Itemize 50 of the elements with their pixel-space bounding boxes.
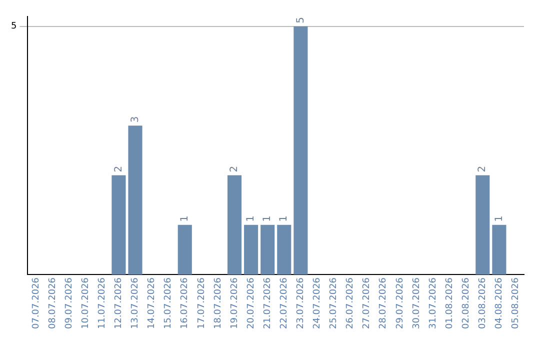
data-label: 1 — [278, 215, 290, 222]
x-tick-label: 17.07.2026 — [196, 277, 207, 329]
x-tick-label: 21.07.2026 — [262, 277, 273, 329]
data-label: 1 — [246, 215, 257, 222]
bar — [476, 175, 490, 274]
x-tick-label: 27.07.2026 — [362, 277, 372, 329]
x-tick-label: 02.08.2026 — [461, 277, 472, 329]
x-tick-label: 04.08.2026 — [494, 277, 505, 329]
x-tick-label: 05.08.2026 — [511, 277, 522, 329]
bar — [277, 224, 292, 274]
bar — [492, 224, 506, 274]
x-tick-label: 29.07.2026 — [395, 277, 406, 329]
x-tick-label: 14.07.2026 — [147, 277, 158, 329]
bar — [294, 26, 308, 274]
x-tick-label: 12.07.2026 — [114, 277, 124, 329]
data-label: 2 — [477, 166, 488, 172]
data-label: 1 — [494, 215, 505, 222]
x-tick-label: 13.07.2026 — [130, 277, 141, 329]
bar — [244, 224, 258, 274]
x-tick-label: 20.07.2026 — [246, 277, 256, 329]
x-tick-label: 25.07.2026 — [329, 277, 340, 329]
x-tick-label: 01.08.2026 — [444, 277, 455, 329]
data-label: 1 — [179, 215, 190, 222]
x-tick-label: 10.07.2026 — [80, 277, 91, 329]
x-tick-label: 26.07.2026 — [346, 277, 356, 329]
x-tick-label: 11.07.2026 — [98, 277, 108, 329]
x-tick-label: 08.07.2026 — [48, 277, 58, 329]
x-tick-label: 31.07.2026 — [428, 277, 438, 329]
data-label: 1 — [262, 215, 274, 222]
bar — [178, 224, 192, 274]
bar — [260, 224, 275, 274]
x-tick-label: 16.07.2026 — [180, 277, 190, 329]
x-tick-label: 19.07.2026 — [230, 277, 240, 329]
x-tick-label: 22.07.2026 — [279, 277, 290, 329]
x-tick-label: 15.07.2026 — [164, 277, 174, 329]
x-tick-label: 07.07.2026 — [31, 277, 42, 329]
x-tick-label: 28.07.2026 — [378, 277, 389, 329]
x-tick-label: 30.07.2026 — [412, 277, 422, 329]
bar — [227, 175, 242, 274]
data-label: 2 — [113, 166, 124, 172]
x-tick-label: 18.07.2026 — [213, 277, 224, 329]
x-tick-label: 24.07.2026 — [312, 277, 323, 329]
x-tick-label: 09.07.2026 — [64, 277, 74, 329]
data-label: 2 — [229, 166, 240, 172]
x-tick-label: 03.08.2026 — [478, 277, 488, 329]
data-label: 3 — [130, 116, 141, 123]
data-label: 5 — [295, 16, 306, 24]
x-tick-label: 23.07.2026 — [296, 277, 306, 329]
bar — [112, 175, 126, 274]
bar — [128, 126, 142, 274]
